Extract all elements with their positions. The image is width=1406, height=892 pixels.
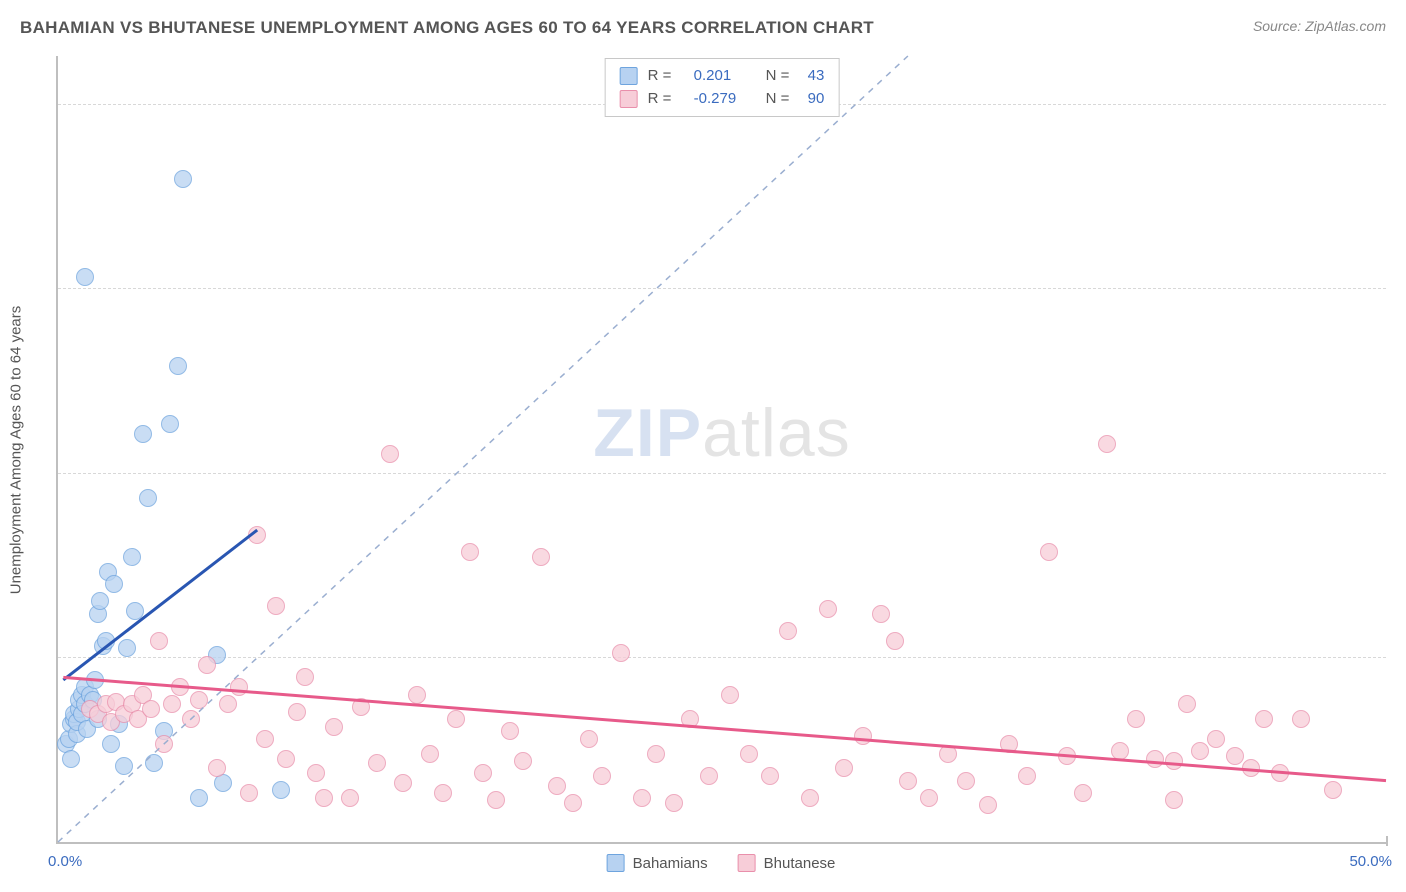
legend-label: Bhutanese <box>764 855 836 872</box>
chart-title: BAHAMIAN VS BHUTANESE UNEMPLOYMENT AMONG… <box>20 18 874 38</box>
series-legend: Bahamians Bhutanese <box>607 854 836 872</box>
y-tick-label: 30.0% <box>1392 80 1406 97</box>
source-label: Source: ZipAtlas.com <box>1253 18 1386 34</box>
chart-area: Unemployment Among Ages 60 to 64 years Z… <box>56 56 1386 844</box>
trend-lines-svg <box>58 56 1386 842</box>
y-axis-title: Unemployment Among Ages 60 to 64 years <box>8 306 25 595</box>
bhutanese-swatch <box>738 854 756 872</box>
n-value: 43 <box>808 65 825 88</box>
r-label: R = <box>648 65 684 88</box>
r-label: R = <box>648 88 684 111</box>
x-origin-label: 0.0% <box>48 853 82 870</box>
bahamians-swatch <box>607 854 625 872</box>
r-value: -0.279 <box>694 88 756 111</box>
n-label: N = <box>766 88 798 111</box>
legend-item-bahamians: Bahamians <box>607 854 708 872</box>
bhutanese-swatch <box>620 90 638 108</box>
legend-item-bhutanese: Bhutanese <box>738 854 836 872</box>
plot-region: ZIPatlas R =0.201N =43R =-0.279N =90 7.5… <box>56 56 1386 844</box>
bahamians-swatch <box>620 67 638 85</box>
legend-row-bahamians: R = 0.201 N = 43 <box>620 65 825 88</box>
x-max-label: 50.0% <box>1349 853 1392 870</box>
y-tick-label: 22.5% <box>1392 264 1406 281</box>
legend-row-bhutanese: R = -0.279 N = 90 <box>620 88 825 111</box>
legend-label: Bahamians <box>633 855 708 872</box>
r-value: 0.201 <box>694 65 756 88</box>
n-label: N = <box>766 65 798 88</box>
correlation-legend: R = 0.201 N = 43 R = -0.279 N = 90 <box>605 58 840 117</box>
x-axis-max-tick <box>1386 836 1388 846</box>
n-value: 90 <box>808 88 825 111</box>
y-tick-label: 15.0% <box>1392 448 1406 465</box>
y-tick-label: 7.5% <box>1392 632 1406 649</box>
